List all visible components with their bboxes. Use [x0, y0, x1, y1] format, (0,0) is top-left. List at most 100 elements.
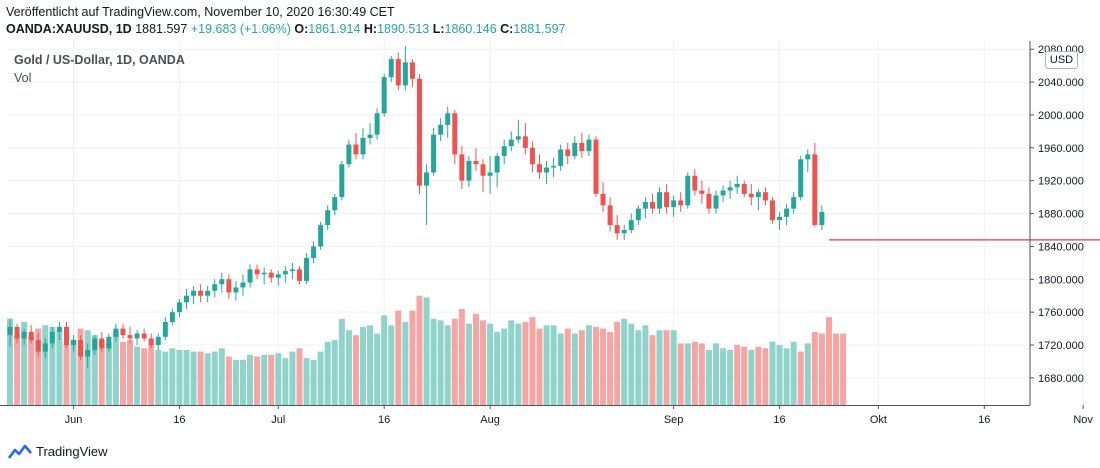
candle-body: [791, 197, 797, 209]
candle-body: [762, 192, 768, 201]
volume-bar: [663, 330, 670, 405]
volume-bar: [734, 345, 741, 405]
candle-body: [664, 192, 670, 207]
volume-bar: [465, 323, 472, 405]
volume-bar: [437, 320, 444, 405]
candle-body: [304, 257, 310, 281]
volume-bar: [275, 353, 282, 405]
chart-background: [0, 41, 1100, 428]
volume-bar: [169, 348, 176, 405]
volume-bar: [451, 318, 458, 405]
footer: TradingView: [8, 441, 108, 461]
volume-bar: [621, 318, 628, 405]
volume-bar: [345, 330, 352, 405]
candle-body: [431, 134, 437, 173]
volume-bar: [797, 351, 804, 405]
volume-bar: [409, 310, 416, 405]
volume-bar: [324, 341, 331, 405]
open-value: 1861.914: [308, 22, 361, 36]
candle-body: [311, 246, 317, 258]
candle-body: [395, 59, 401, 86]
candle-body: [501, 146, 507, 157]
volume-bar: [600, 328, 607, 405]
price-axis-label: 2040.000: [1038, 77, 1084, 89]
volume-bar: [487, 323, 494, 405]
currency-badge[interactable]: USD: [1045, 51, 1078, 69]
volume-bar: [748, 349, 755, 405]
candle-body: [720, 190, 726, 196]
candle-body: [318, 225, 324, 247]
close-label: C:: [500, 22, 514, 36]
open-label: O:: [294, 22, 309, 36]
candle-body: [71, 340, 77, 346]
volume-bar: [522, 322, 529, 405]
candle-body: [289, 269, 295, 272]
candle-body: [198, 290, 204, 296]
candle-body: [713, 195, 719, 209]
candle-body: [226, 279, 232, 293]
volume-bar: [112, 330, 119, 405]
candlestick-chart[interactable]: 2080.0002040.0002000.0001960.0001920.000…: [0, 41, 1100, 428]
price-axis-label: 1800.000: [1038, 274, 1084, 286]
volume-bar: [148, 345, 155, 405]
candle-body: [240, 282, 246, 288]
candle-body: [798, 159, 804, 198]
candle-body: [487, 172, 493, 176]
volume-bar: [232, 359, 239, 405]
footer-brand[interactable]: TradingView: [36, 443, 108, 459]
legend-title: Gold / US-Dollar, 1D, OANDA: [14, 53, 185, 67]
candle-body: [367, 134, 373, 138]
volume-bar: [239, 359, 246, 405]
tradingview-logo-icon[interactable]: [8, 443, 32, 459]
volume-bar: [254, 356, 261, 405]
volume-bar: [70, 340, 77, 405]
candle-body: [282, 271, 288, 275]
price-axis-label: 2000.000: [1038, 110, 1084, 122]
volume-bar: [444, 325, 451, 405]
volume-bar: [310, 359, 317, 405]
volume-bar: [190, 351, 197, 405]
volume-bar: [63, 343, 70, 405]
volume-bar: [352, 335, 359, 405]
candle-body: [360, 137, 366, 155]
chart-frame[interactable]: 2080.0002040.0002000.0001960.0001920.000…: [0, 41, 1100, 428]
symbol-label[interactable]: OANDA:XAUUSD, 1D: [6, 22, 132, 36]
candle-body: [63, 326, 69, 346]
volume-bar: [698, 343, 705, 405]
volume-bar: [21, 322, 28, 405]
volume-bar: [98, 340, 105, 405]
volume-bar: [268, 354, 275, 405]
candle-body: [508, 139, 514, 147]
price-axis-label: 1920.000: [1038, 176, 1084, 188]
candle-body: [529, 147, 535, 165]
candle-body: [49, 331, 55, 344]
volume-bar: [77, 328, 84, 405]
candle-body: [473, 160, 479, 165]
volume-bar: [635, 330, 642, 405]
volume-bar: [105, 341, 112, 405]
candle-body: [325, 210, 331, 226]
candle-body: [755, 192, 761, 198]
low-value: 1860.146: [444, 22, 497, 36]
candle-body: [205, 290, 211, 296]
candle-body: [148, 338, 154, 346]
candle-body: [586, 139, 592, 152]
candle-body: [600, 193, 606, 206]
candle-body: [339, 164, 345, 198]
volume-bar: [494, 331, 501, 405]
volume-bar: [56, 330, 63, 405]
candle-body: [494, 156, 500, 173]
last-price: 1881.597: [135, 22, 188, 36]
candle-body: [699, 190, 705, 194]
volume-bar: [430, 318, 437, 405]
volume-bar: [642, 325, 649, 405]
volume-bar: [783, 348, 790, 405]
candle-body: [219, 279, 225, 285]
time-axis-label: Okt: [870, 414, 887, 426]
candle-body: [184, 295, 189, 303]
volume-bar: [790, 341, 797, 405]
symbol-quote-bar: OANDA:XAUUSD, 1D 1881.597 +19.683 (+1.06…: [6, 22, 566, 36]
volume-bar: [776, 345, 783, 405]
candle-body: [120, 328, 126, 336]
candle-body: [78, 340, 84, 357]
